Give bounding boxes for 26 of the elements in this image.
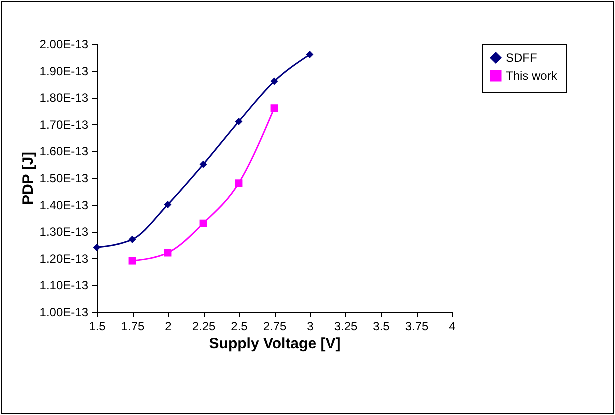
x-tick-label: 3.25 bbox=[334, 320, 358, 334]
x-tick-label: 3 bbox=[307, 320, 314, 334]
x-tick-label: 1.5 bbox=[89, 320, 106, 334]
y-tick-label: 1.20E-13 bbox=[40, 252, 89, 266]
x-tick-label: 2.75 bbox=[263, 320, 287, 334]
legend-label: This work bbox=[506, 69, 558, 83]
x-tick-label: 3.5 bbox=[373, 320, 390, 334]
y-tick-label: 2.00E-13 bbox=[40, 38, 89, 52]
x-tick-label: 2 bbox=[165, 320, 172, 334]
y-tick-label: 1.40E-13 bbox=[40, 198, 89, 212]
x-axis-title: Supply Voltage [V] bbox=[209, 336, 341, 352]
y-tick-label: 1.60E-13 bbox=[40, 144, 89, 159]
y-tick-label: 1.10E-13 bbox=[40, 278, 89, 293]
y-tick-label: 1.70E-13 bbox=[40, 118, 89, 132]
y-tick-label: 1.00E-13 bbox=[40, 306, 89, 320]
legend-label: SDFF bbox=[506, 51, 538, 65]
y-tick-label: 1.90E-13 bbox=[40, 64, 89, 78]
y-axis-title: PDP [J] bbox=[20, 152, 37, 206]
y-tick-label: 1.80E-13 bbox=[40, 91, 89, 106]
x-tick-label: 1.75 bbox=[121, 320, 145, 334]
x-tick-label: 4 bbox=[449, 320, 456, 334]
y-tick-label: 1.50E-13 bbox=[40, 172, 89, 186]
x-tick-label: 2.5 bbox=[231, 320, 248, 334]
x-tick-label: 3.75 bbox=[405, 320, 429, 334]
y-tick-label: 1.30E-13 bbox=[40, 225, 89, 240]
x-tick-label: 2.25 bbox=[192, 320, 216, 334]
